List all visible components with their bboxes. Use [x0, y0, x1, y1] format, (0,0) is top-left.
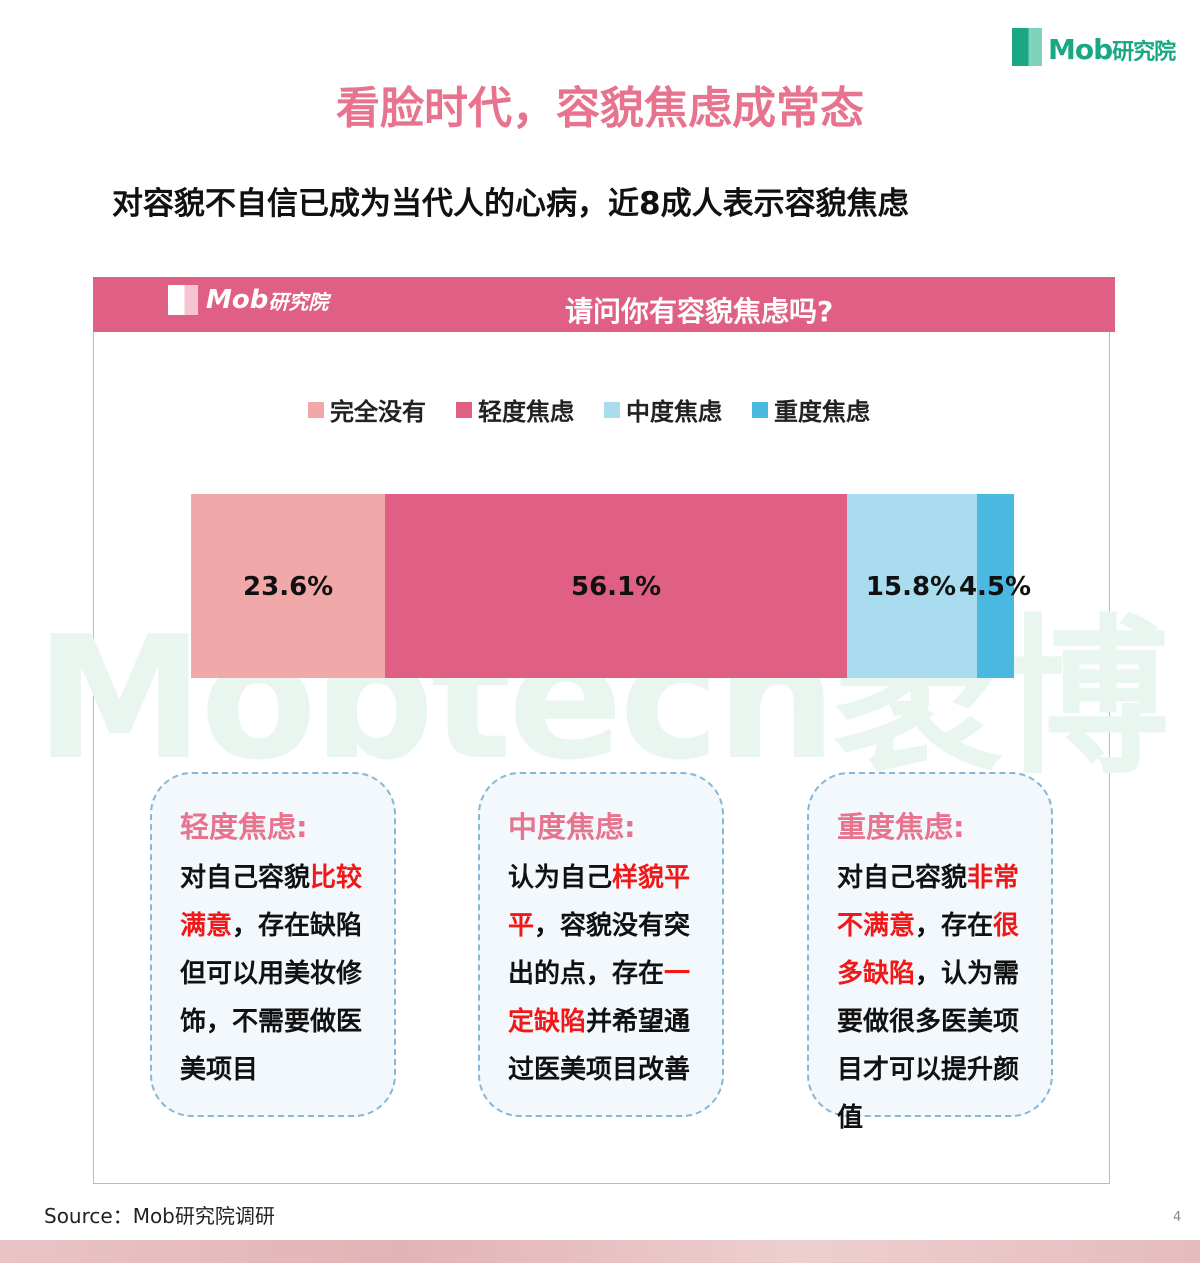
data-label: 15.8%: [865, 572, 957, 602]
logo-text: Mob: [1048, 33, 1113, 66]
highlight-text: 很多缺陷: [837, 911, 1020, 989]
box-text: 认为自己样貌平平，容貌没有突出的点，存在一定缺陷并希望通过医美项目改善: [508, 854, 704, 1094]
description-box: 重度焦虑: 对自己容貌非常不满意，存在很多缺陷，认为需要做很多医美项目才可以提升颜…: [807, 772, 1053, 1133]
legend-item: 重度焦虑: [752, 392, 870, 427]
text: 认为自己: [508, 863, 613, 893]
text: ，认为需要做很多医美项目才可以提升颜值: [837, 959, 1020, 1133]
description-box: 中度焦虑: 认为自己样貌平平，容貌没有突出的点，存在一定缺陷并希望通过医美项目改善: [478, 772, 724, 1117]
legend-label: 重度焦虑: [774, 398, 870, 426]
legend-label: 轻度焦虑: [478, 398, 574, 426]
logo-text: Mob: [206, 285, 269, 315]
legend-item: 中度焦虑: [604, 392, 722, 427]
mob-logo: Mob 研究院: [1012, 28, 1176, 66]
footer-strip: [0, 1240, 1200, 1263]
box-title: 重度焦虑:: [837, 810, 965, 844]
legend-label: 完全没有: [330, 398, 426, 426]
logo-sub: 研究院: [1112, 40, 1176, 65]
text: ，容貌没有突出的点，存在: [508, 911, 691, 989]
chart-panel: [93, 277, 1110, 1184]
data-label: 4.5%: [958, 572, 1032, 602]
source-note: Source：Mob研究院调研: [44, 1204, 275, 1228]
text: ，存在缺陷但可以用美妆修饰，不需要做医美项目: [180, 911, 363, 1085]
legend-item: 轻度焦虑: [456, 392, 574, 427]
page-number: 4: [1173, 1210, 1182, 1225]
description-box: 轻度焦虑: 对自己容貌比较满意，存在缺陷但可以用美妆修饰，不需要做医美项目: [150, 772, 396, 1117]
box-text: 对自己容貌比较满意，存在缺陷但可以用美妆修饰，不需要做医美项目: [180, 854, 376, 1094]
bar-segment: [976, 494, 1014, 678]
panel-header: Mob 研究院 请问你有容貌焦虑吗?: [93, 277, 1115, 332]
legend-label: 中度焦虑: [626, 398, 722, 426]
legend-item: 完全没有: [308, 392, 426, 427]
page-title: 看脸时代，容貌焦虑成常态: [336, 83, 864, 134]
chart-question: 请问你有容貌焦虑吗?: [565, 295, 834, 328]
legend-swatch: [752, 401, 768, 418]
data-label: 56.1%: [570, 572, 662, 602]
page-subtitle: 对容貌不自信已成为当代人的心病，近8成人表示容貌焦虑: [112, 186, 909, 222]
box-text: 对自己容貌非常不满意，存在很多缺陷，认为需要做很多医美项目才可以提升颜值: [837, 854, 1033, 1142]
bar-segment: [385, 494, 847, 678]
box-title: 中度焦虑:: [508, 810, 636, 844]
legend: 完全没有 轻度焦虑 中度焦虑 重度焦虑: [308, 392, 870, 427]
building-icon: [168, 285, 198, 315]
panel-logo: Mob 研究院: [168, 285, 328, 315]
bar-segment: [191, 494, 386, 678]
text: ，存在: [915, 911, 994, 941]
legend-swatch: [308, 401, 324, 418]
highlight-text: 比较满意: [180, 863, 363, 941]
logo-sub: 研究院: [268, 290, 329, 314]
legend-swatch: [604, 401, 620, 418]
building-icon: [1012, 28, 1042, 66]
stacked-bar: [191, 494, 1014, 678]
box-title: 轻度焦虑:: [180, 810, 308, 844]
text: 对自己容貌: [837, 863, 968, 893]
data-label: 23.6%: [243, 572, 334, 602]
bar-segment: [846, 494, 977, 678]
text: 对自己容貌: [180, 863, 311, 893]
highlight-text: 样貌平平: [508, 863, 691, 941]
legend-swatch: [456, 401, 472, 418]
highlight-text: 非常不满意: [837, 863, 1020, 941]
text: 并希望通过医美项目改善: [508, 1007, 691, 1085]
highlight-text: 一定缺陷: [508, 959, 691, 1037]
